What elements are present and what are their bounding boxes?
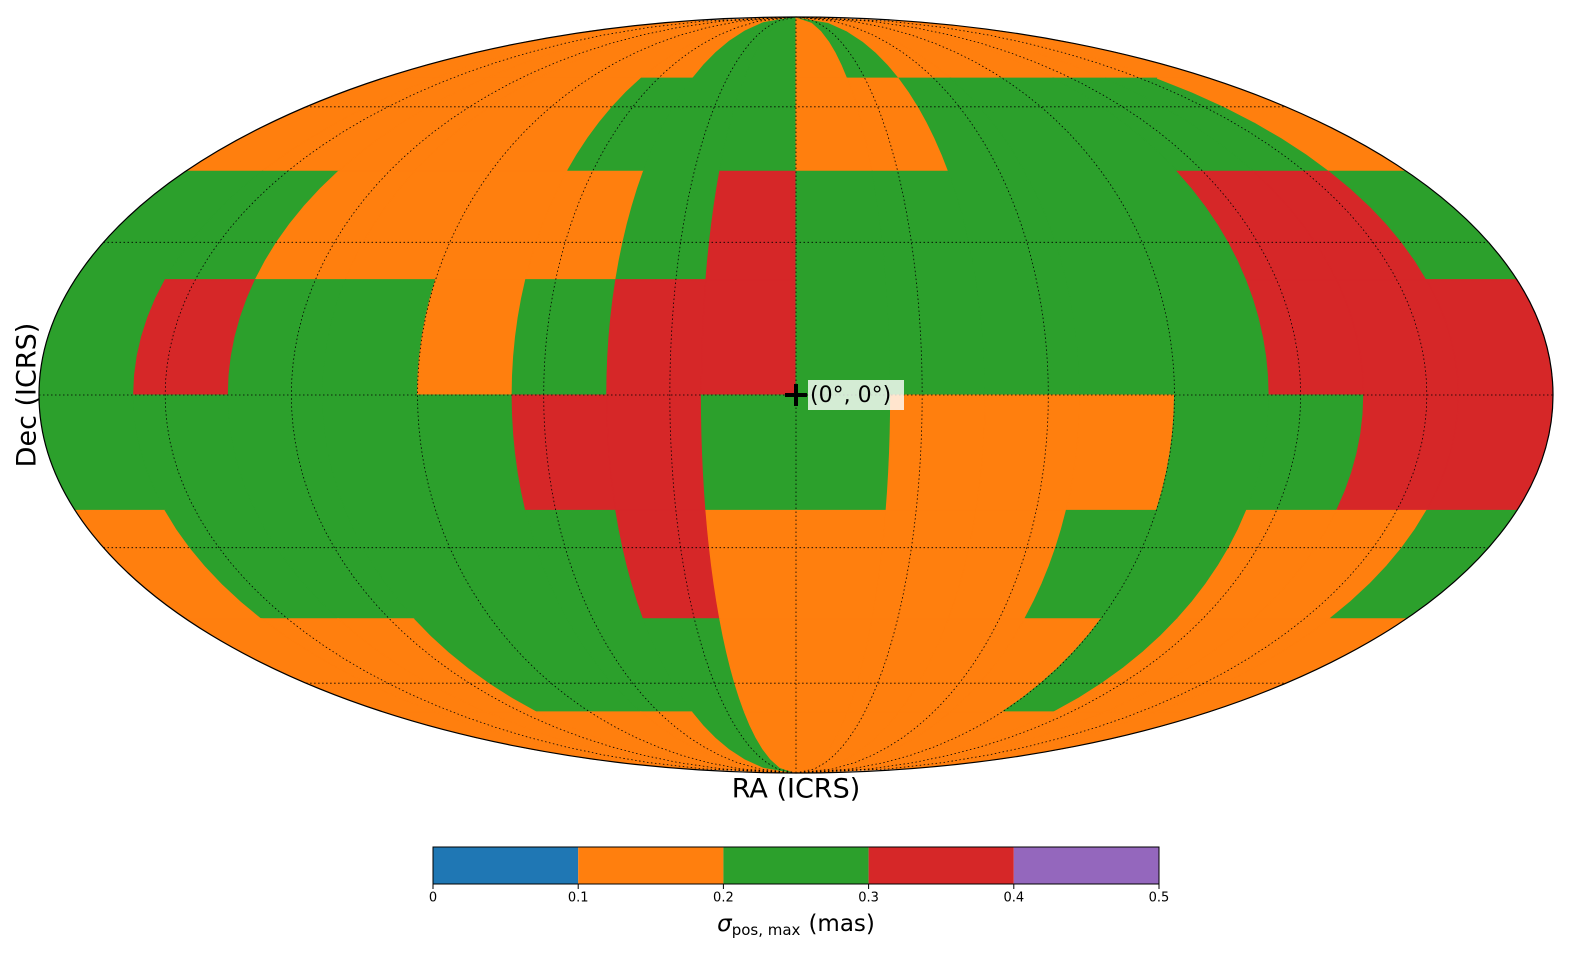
map-cell xyxy=(511,394,617,511)
marker-label-box xyxy=(808,380,904,410)
colorbar-symbol: σ xyxy=(717,911,733,937)
map-cell xyxy=(416,394,527,511)
meridian xyxy=(795,16,1049,774)
map-cell xyxy=(795,394,892,511)
meridian xyxy=(795,16,923,774)
marker xyxy=(785,384,807,406)
map-cell xyxy=(885,394,986,511)
map-cells xyxy=(38,16,1554,774)
map-cell xyxy=(705,509,797,620)
colorbar: 0 0.1 0.2 0.3 0.4 0.5 xyxy=(429,846,1170,906)
meridian xyxy=(543,16,797,774)
colorbar-tick-label: 0.3 xyxy=(858,891,879,906)
colorbar-bin xyxy=(723,847,869,884)
colorbar-frame xyxy=(432,846,1160,885)
meridian xyxy=(669,16,797,774)
colorbar-label: σpos, max (mas) xyxy=(717,911,875,939)
meridian xyxy=(795,16,1428,774)
map-cell xyxy=(795,170,887,281)
y-axis-label: Dec (ICRS) xyxy=(12,323,43,468)
colorbar-tick-label: 0.4 xyxy=(1003,891,1024,906)
map-cell xyxy=(606,394,707,511)
meridian xyxy=(795,16,1302,774)
map-cell xyxy=(700,279,797,396)
map-cell xyxy=(606,279,707,396)
colorbar-tick-label: 0.2 xyxy=(713,891,734,906)
colorbar-bin xyxy=(1013,847,1159,884)
map-cell xyxy=(705,170,797,281)
map-cell xyxy=(416,279,527,396)
meridian xyxy=(164,16,797,774)
colorbar-bin xyxy=(433,847,579,884)
map-cell xyxy=(795,279,892,396)
map-cell xyxy=(1065,279,1176,396)
map-cell xyxy=(885,279,986,396)
map-cell xyxy=(975,279,1081,396)
map-cell xyxy=(700,394,797,511)
map-cell xyxy=(511,279,617,396)
x-axis-label: RA (ICRS) xyxy=(732,774,861,805)
colorbar-tick-label: 0.5 xyxy=(1149,891,1170,906)
map-cell xyxy=(975,394,1081,511)
marker-label: (0°, 0°) xyxy=(810,383,891,408)
map-border xyxy=(38,16,1554,774)
map-cell xyxy=(795,509,887,620)
colorbar-tick-label: 0.1 xyxy=(568,891,589,906)
colorbar-bin xyxy=(578,847,724,884)
colorbar-subscript: pos, max xyxy=(732,921,801,939)
map-cell xyxy=(1065,394,1176,511)
colorbar-bin xyxy=(868,847,1014,884)
colorbar-tick-label: 0 xyxy=(429,891,437,906)
meridian xyxy=(290,16,797,774)
colorbar-unit: (mas) xyxy=(808,911,874,937)
